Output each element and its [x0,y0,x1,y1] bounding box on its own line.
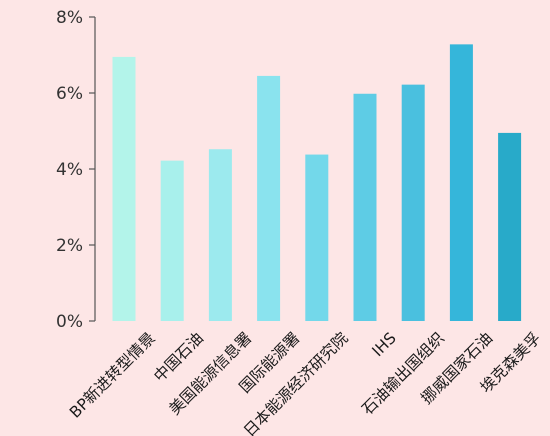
bar [401,84,425,321]
bar [160,160,184,321]
bar [305,154,329,321]
bar [257,75,281,322]
y-tick-label: 0% [56,312,83,332]
bar [353,93,377,321]
bar [208,149,232,321]
x-tick-label: IHS [369,329,400,360]
x-tick-label: 石油输出国组织 [358,329,447,418]
bar [498,132,522,321]
y-tick-label: 8% [56,8,83,28]
x-tick-label: BP新进转型情景 [66,329,159,422]
bar [449,44,473,322]
x-tick-label: 美国能源信息署 [166,329,255,418]
y-tick-label: 6% [56,84,83,104]
y-tick-label: 2% [56,236,83,256]
y-tick-label: 4% [56,160,83,180]
bars [112,44,522,322]
y-axis: 0% 2% 4% 6% 8% [56,8,96,332]
bar [112,56,136,322]
